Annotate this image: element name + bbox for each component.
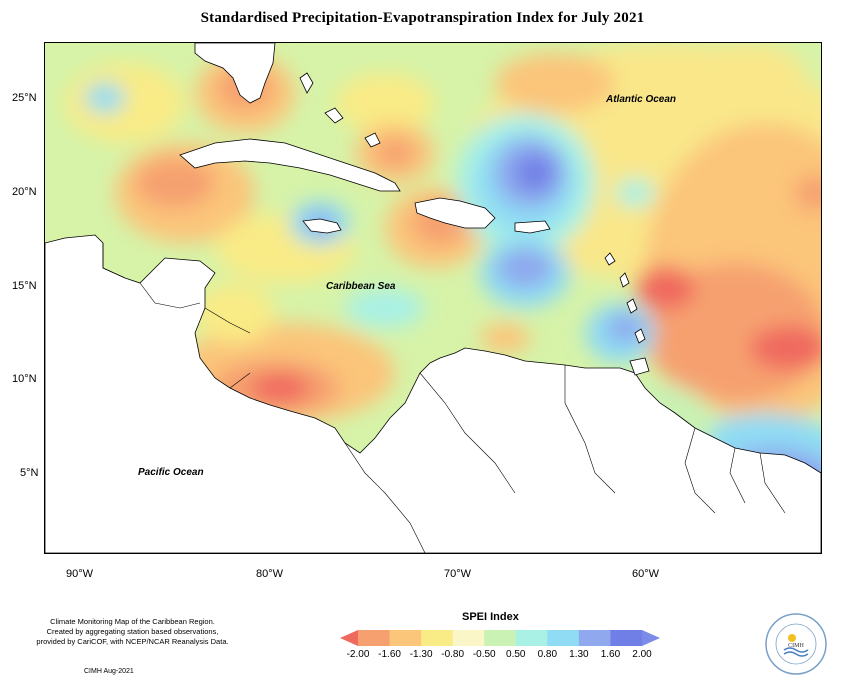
land-masses xyxy=(45,43,821,553)
legend-tick-label: -1.30 xyxy=(409,649,433,660)
map-frame[interactable] xyxy=(44,42,822,554)
legend-swatch xyxy=(484,630,517,646)
legend-tick-label: 1.60 xyxy=(600,649,621,660)
lat-tick-20n: 20°N xyxy=(12,186,37,198)
spei-map xyxy=(45,43,821,553)
lat-tick-15n: 15°N xyxy=(12,280,37,292)
footer-note: Climate Monitoring Map of the Caribbean … xyxy=(0,617,265,647)
country-borders xyxy=(102,243,786,553)
legend-title: SPEI Index xyxy=(462,611,519,623)
footer-credit: CIMH Aug-2021 xyxy=(84,668,134,675)
lat-tick-25n: 25°N xyxy=(12,92,37,104)
legend-swatch xyxy=(547,630,580,646)
footer-note-line: Created by aggregating station based obs… xyxy=(46,627,219,636)
logo-text: CIMH xyxy=(788,643,804,649)
spei-contours xyxy=(65,43,821,553)
legend-colorbar xyxy=(340,630,660,646)
legend-arrow-low xyxy=(340,630,358,646)
footer-note-line: Climate Monitoring Map of the Caribbean … xyxy=(50,617,215,626)
legend-tick-label: -2.00 xyxy=(346,649,370,660)
legend-tick-label: -0.50 xyxy=(472,649,496,660)
legend-swatch xyxy=(421,630,454,646)
legend-swatch xyxy=(452,630,485,646)
legend-swatch xyxy=(515,630,548,646)
atlantic-ocean-label: Atlantic Ocean xyxy=(606,94,677,105)
pacific-ocean-label: Pacific Ocean xyxy=(138,467,204,478)
lon-tick-60w: 60°W xyxy=(632,568,660,580)
legend-tick-label: 2.00 xyxy=(632,649,652,660)
legend-tick-label: -1.60 xyxy=(378,649,401,660)
legend-tick-label: 0.50 xyxy=(506,649,526,660)
lat-tick-5n: 5°N xyxy=(20,467,39,479)
lon-tick-80w: 80°W xyxy=(256,568,284,580)
cimh-logo: CIMH xyxy=(765,613,827,675)
lon-tick-90w: 90°W xyxy=(66,568,94,580)
lat-tick-10n: 10°N xyxy=(12,373,37,385)
legend-swatch xyxy=(578,630,611,646)
legend-swatch xyxy=(610,630,643,646)
legend-swatch xyxy=(358,630,391,646)
legend-tick-label: 0.80 xyxy=(537,649,558,660)
legend-swatch xyxy=(389,630,422,646)
lon-tick-70w: 70°W xyxy=(444,568,472,580)
caribbean-sea-label: Caribbean Sea xyxy=(326,281,396,292)
map-title: Standardised Precipitation-Evapotranspir… xyxy=(200,10,645,26)
footer-note-line: provided by CariCOF, with NCEP/NCAR Rean… xyxy=(36,637,229,646)
legend-ticks: -2.00 -1.60 -1.30 -0.80 -0.50 0.50 0.80 1.30 1.6… xyxy=(340,649,670,663)
legend-tick-label: -0.80 xyxy=(441,649,465,660)
legend-arrow-high xyxy=(642,630,660,646)
legend-tick-label: 1.30 xyxy=(569,649,589,660)
